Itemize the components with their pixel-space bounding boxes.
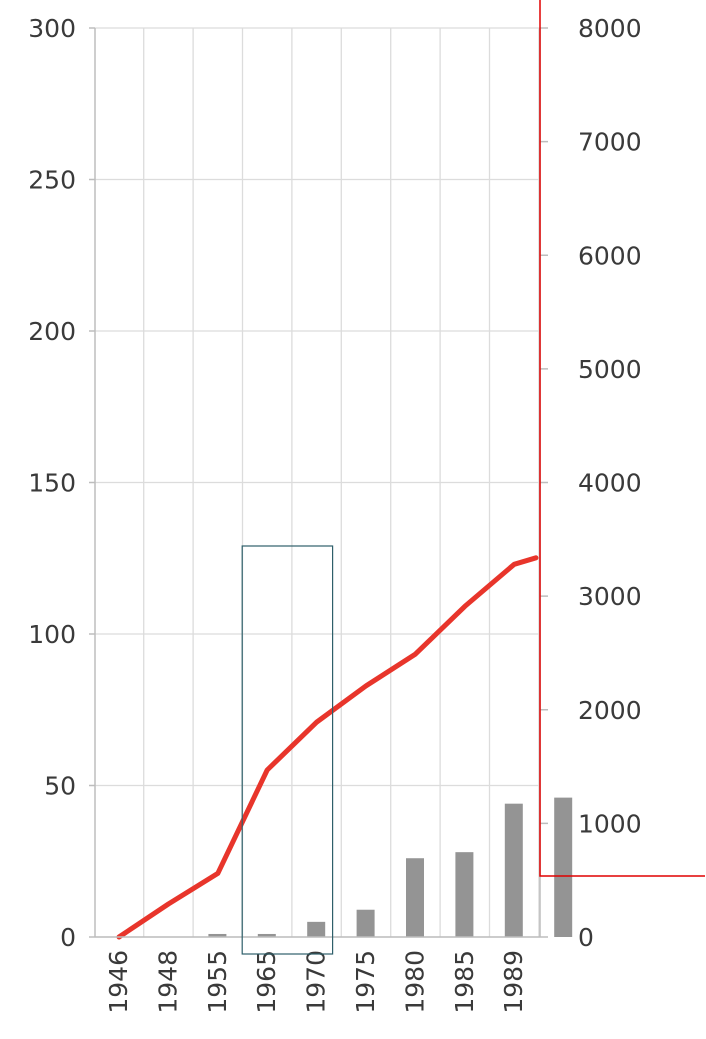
left-tick-label: 0 — [60, 923, 76, 952]
bar-series — [208, 797, 573, 937]
bar-1985 — [504, 803, 523, 937]
highlight-box-1965-1970 — [241, 545, 334, 955]
bar-1980 — [455, 852, 474, 937]
right-tick-label: 0 — [578, 923, 594, 952]
right-tick-label: 6000 — [578, 241, 642, 270]
bar-1948 — [208, 933, 227, 937]
x-tick-label-1965: 1965 — [252, 950, 281, 1014]
x-tick-label-1975: 1975 — [351, 950, 380, 1014]
bar-1975 — [406, 858, 424, 937]
left-tick-label: 200 — [28, 317, 76, 346]
x-tick-label-1946: 1946 — [104, 950, 133, 1014]
x-tick-label-1948: 1948 — [153, 950, 182, 1014]
left-y-tick-labels: 0 50 100 150 200 250 300 — [28, 14, 95, 952]
right-axis-highlight-frame — [539, 0, 705, 877]
left-tick-label: 250 — [28, 166, 76, 195]
right-tick-label: 8000 — [578, 14, 642, 43]
left-tick-label: 300 — [28, 14, 76, 43]
right-tick-label: 7000 — [578, 128, 642, 157]
bar-1989 — [554, 797, 573, 937]
left-tick-label: 50 — [44, 772, 76, 801]
left-tick-label: 100 — [28, 620, 76, 649]
left-tick-label: 150 — [28, 469, 76, 498]
bar-1965 — [307, 921, 326, 937]
bar-1970 — [356, 909, 375, 937]
x-tick-label-1955: 1955 — [203, 950, 232, 1014]
x-tick-labels: 1946 1948 1955 1965 1970 1975 1980 1985 1989 — [104, 950, 528, 1014]
right-tick-label: 5000 — [578, 355, 642, 384]
right-tick-label: 1000 — [578, 809, 642, 838]
right-tick-label: 4000 — [578, 469, 642, 498]
x-tick-label-1980: 1980 — [400, 950, 429, 1014]
x-tick-label-1985: 1985 — [450, 950, 479, 1014]
horizontal-gridlines — [95, 27, 540, 938]
line-series — [116, 555, 539, 940]
x-tick-label-1970: 1970 — [302, 950, 331, 1014]
right-tick-label: 2000 — [578, 696, 642, 725]
right-y-tick-labels: 0 1000 2000 3000 4000 5000 6000 7000 8000 — [540, 14, 642, 952]
x-tick-label-1989: 1989 — [499, 950, 528, 1014]
bar-1955 — [257, 933, 276, 937]
right-tick-label: 3000 — [578, 582, 642, 611]
